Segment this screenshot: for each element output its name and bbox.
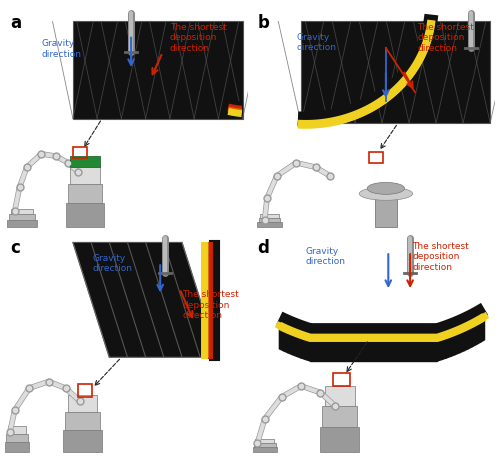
Bar [258, 222, 281, 227]
Polygon shape [280, 327, 283, 351]
Bar [70, 166, 100, 184]
Text: The shortest
deposition
direction: The shortest deposition direction [418, 23, 474, 53]
Polygon shape [464, 327, 468, 351]
Bar [258, 218, 280, 222]
Bar [254, 443, 276, 447]
Polygon shape [288, 331, 292, 355]
Polygon shape [73, 243, 219, 358]
Polygon shape [442, 336, 446, 360]
Text: b: b [258, 14, 269, 32]
Polygon shape [292, 333, 296, 357]
Text: Gravity
direction: Gravity direction [42, 39, 82, 58]
Text: a: a [10, 14, 21, 32]
Text: d: d [258, 239, 269, 257]
Bar [8, 426, 26, 434]
Bar [325, 386, 354, 406]
Text: c: c [10, 239, 20, 257]
Polygon shape [310, 339, 438, 361]
Ellipse shape [359, 188, 412, 201]
Bar [78, 384, 92, 397]
Text: The shortest
deposition
direction: The shortest deposition direction [170, 23, 226, 53]
Polygon shape [480, 318, 484, 342]
Polygon shape [438, 338, 442, 361]
Polygon shape [296, 335, 301, 358]
Bar [332, 373, 349, 386]
Bar [375, 197, 396, 227]
Text: The shortest
deposition
direction: The shortest deposition direction [412, 241, 470, 271]
Bar [369, 152, 384, 163]
Bar [5, 442, 29, 452]
Bar [70, 157, 100, 168]
Bar [63, 431, 102, 452]
Text: Gravity
direction: Gravity direction [306, 246, 346, 266]
Polygon shape [306, 338, 310, 361]
Polygon shape [301, 336, 306, 360]
Bar [9, 215, 35, 221]
Polygon shape [476, 320, 480, 345]
Polygon shape [455, 331, 460, 355]
Text: Gravity
direction: Gravity direction [296, 33, 336, 52]
Bar [301, 22, 490, 124]
Bar [66, 204, 104, 227]
Bar [65, 412, 100, 431]
Bar [256, 439, 274, 443]
Bar [252, 447, 277, 452]
Bar [73, 22, 242, 119]
Bar [68, 395, 98, 412]
Text: Gravity
direction: Gravity direction [92, 253, 132, 272]
Bar [322, 406, 358, 427]
Polygon shape [468, 325, 472, 349]
Polygon shape [451, 333, 455, 357]
Bar [73, 148, 88, 159]
Bar [11, 210, 33, 215]
Polygon shape [284, 329, 288, 353]
Bar [320, 427, 359, 452]
Bar [8, 221, 36, 227]
Bar [6, 434, 28, 442]
Polygon shape [446, 335, 451, 358]
Ellipse shape [367, 183, 405, 195]
Text: The shortest
deposition
direction: The shortest deposition direction [182, 290, 239, 319]
Bar [260, 214, 278, 218]
Polygon shape [472, 323, 476, 347]
Bar [68, 184, 102, 204]
Polygon shape [460, 329, 464, 353]
